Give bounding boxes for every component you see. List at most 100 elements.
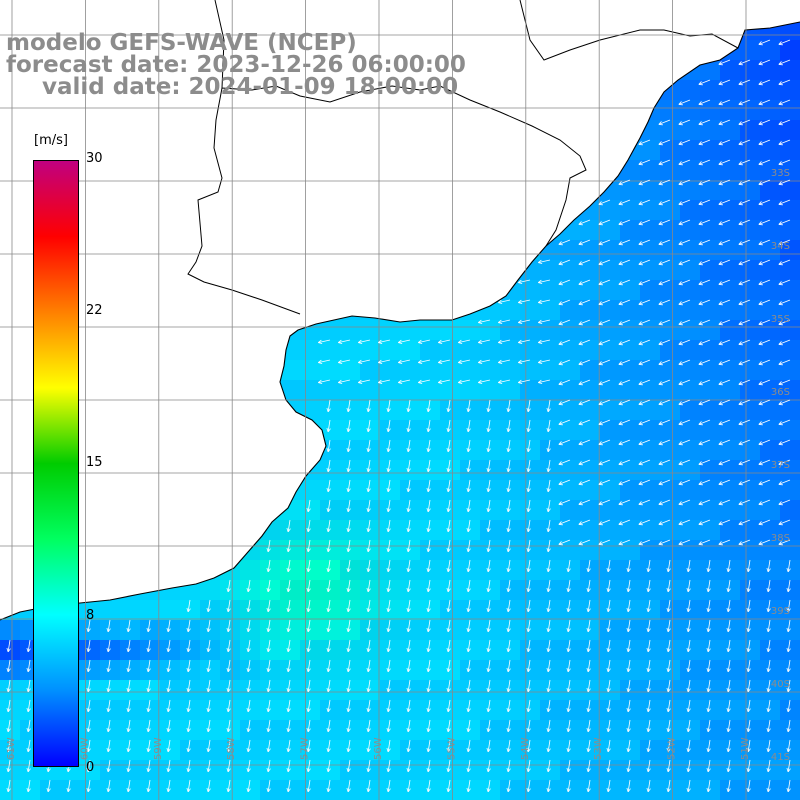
wind-arrow [546,459,551,473]
speed-cell [440,640,460,660]
speed-cell [480,560,500,580]
wind-arrow [758,439,771,446]
speed-cell [620,200,640,220]
wind-arrow [546,579,551,593]
wind-arrow [638,179,651,186]
wind-arrow [706,579,711,593]
wind-arrow [718,119,731,126]
wind-arrow [786,719,791,733]
speed-cell [460,640,480,660]
wind-arrow [446,699,451,713]
wind-arrow [678,279,691,286]
speed-cell [360,360,380,380]
speed-cell [660,580,680,600]
speed-cell [740,740,760,760]
speed-cell [160,780,180,800]
wind-arrow [366,499,371,513]
wind-arrow [26,719,31,733]
wind-arrow [586,759,591,773]
speed-cell [740,720,760,740]
speed-cell [760,660,780,680]
wind-arrow [658,499,671,506]
wind-arrow [718,159,731,166]
wind-arrow [478,339,491,344]
wind-arrow [738,99,751,106]
wind-arrow [366,519,371,533]
speed-cell [380,700,400,720]
wind-arrow [778,419,791,426]
wind-arrow [578,419,591,426]
land-area [0,0,800,620]
wind-arrow [406,659,411,673]
wind-arrow [786,679,791,693]
speed-cell [720,460,740,480]
wind-arrow [686,619,691,633]
wind-arrow [578,539,591,546]
wind-arrow [366,399,371,413]
wind-arrow [406,639,411,653]
wind-arrow [106,699,111,713]
wind-arrow [446,399,451,413]
wind-arrow [306,779,311,793]
wind-arrow [698,159,711,166]
wind-arrow [226,739,231,753]
wind-arrow [338,359,351,364]
wind-arrow [6,679,11,693]
speed-cell [740,660,760,680]
wind-arrow [778,139,791,146]
wind-arrow [726,739,731,753]
wind-arrow [498,299,511,304]
speed-cell [380,460,400,480]
wind-arrow [266,719,271,733]
wind-arrow [446,519,451,533]
speed-cell [460,320,480,340]
wind-arrow [226,679,231,693]
speed-cell [520,600,540,620]
speed-cell [320,360,340,380]
wind-arrow [426,599,431,613]
speed-cell [400,360,420,380]
speed-cell [780,460,800,480]
speed-cell [740,780,760,800]
speed-cell [700,460,720,480]
speed-cell [500,480,520,500]
speed-cell [640,340,660,360]
wind-arrow [766,579,771,593]
wind-arrow [458,379,471,384]
speed-cell [680,140,700,160]
wind-arrow [778,359,791,366]
wind-arrow [566,719,571,733]
wind-arrow [438,359,451,364]
speed-cell [220,620,240,640]
wind-arrow [546,599,551,613]
wind-arrow [598,359,611,366]
speed-cell [560,580,580,600]
wind-arrow [386,439,391,453]
speed-cell [700,640,720,660]
wind-arrow [206,699,211,713]
wind-arrow [346,779,351,793]
wind-arrow [646,719,651,733]
wind-arrow [586,679,591,693]
wind-arrow [486,419,491,433]
wind-arrow [678,99,691,106]
speed-cell [680,320,700,340]
speed-cell [660,380,680,400]
speed-cell [160,680,180,700]
speed-cell [560,740,580,760]
speed-cell [600,660,620,680]
speed-cell [600,520,620,540]
speed-cell [600,780,620,800]
speed-cell [600,700,620,720]
lon-label: 54W [520,737,531,760]
speed-cell [620,660,640,680]
wind-arrow [718,339,731,346]
speed-cell [780,620,800,640]
speed-cell [620,280,640,300]
speed-cell [780,700,800,720]
wind-arrow [578,219,591,226]
wind-arrow [426,539,431,553]
speed-cell [780,760,800,780]
speed-cell [660,720,680,740]
wind-arrow [566,639,571,653]
